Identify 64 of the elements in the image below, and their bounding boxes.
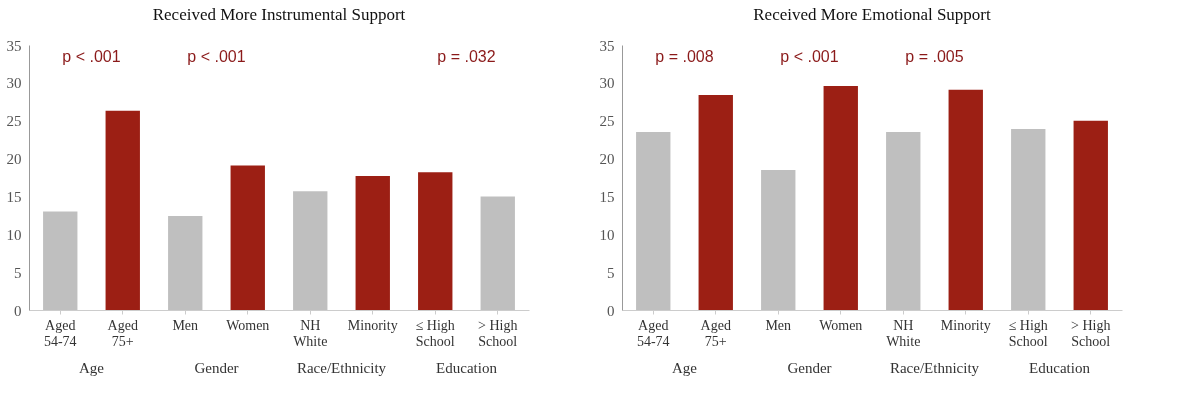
x-tick-label: ≤ High School [1008,317,1048,349]
y-tick-label: 30 [6,75,22,92]
x-tick-label: Men [765,317,792,333]
y-tick-label: 10 [6,226,22,243]
y-tick-label: 30 [599,75,615,92]
bar [355,175,390,310]
y-tick-label: 35 [599,37,615,54]
bar [43,211,78,310]
annotation: p < .001 [62,48,121,65]
bar [948,89,983,310]
chart-title: Received More Instrumental Support [152,5,406,24]
x-tick-label: Men [172,317,199,333]
y-tick-label: 15 [599,188,615,205]
annotation: p < .001 [780,48,839,65]
text: Age [672,360,698,376]
y-tick-label: 0 [607,302,615,319]
y-tick-label: 5 [607,264,615,281]
x-tick-label: Aged 75+ [107,317,138,349]
text: Race/Ethnicity [296,360,387,376]
x-tick-label: NH White [293,317,328,349]
bar [230,165,265,310]
text: Race/Ethnicity [889,360,980,376]
annotation: p = .032 [437,48,496,65]
bar [1011,129,1046,310]
text: Gender [194,360,239,376]
y-tick-label: 35 [6,37,22,54]
bar [761,169,796,310]
chart-title: Received More Emotional Support [753,5,992,24]
x-tick-label: Minority [347,317,398,333]
y-tick-label: 20 [6,151,22,168]
x-tick-label: NH White [886,317,921,349]
bar [418,172,453,310]
x-tick-label: Aged 54-74 [636,317,670,349]
bar [293,191,328,310]
x-tick-label: Women [226,317,270,333]
y-tick-label: 25 [599,113,615,130]
annotation: p < .001 [187,48,246,65]
bar [698,94,733,310]
text: Gender [787,360,832,376]
text: Education [436,360,498,376]
text: Age [79,360,105,376]
y-tick-label: 25 [6,113,22,130]
bar [886,132,921,310]
bar [636,132,671,310]
y-tick-label: 5 [14,264,22,281]
x-tick-label: Minority [940,317,991,333]
y-tick-label: 20 [599,151,615,168]
y-tick-label: 15 [6,188,22,205]
x-tick-label: Aged 75+ [700,317,731,349]
annotation: p = .005 [905,48,964,65]
x-tick-label: > High School [1071,317,1111,349]
x-tick-label: Aged 54-74 [43,317,77,349]
bar [823,85,858,310]
bar [105,110,140,310]
annotation: p = .008 [655,48,714,65]
bar [480,196,515,310]
x-tick-label: > High School [478,317,518,349]
bar [1073,120,1108,310]
bar [168,216,203,310]
x-tick-label: Women [819,317,863,333]
y-tick-label: 10 [599,226,615,243]
x-tick-label: ≤ High School [415,317,455,349]
text: Education [1029,360,1091,376]
y-tick-label: 0 [14,302,22,319]
